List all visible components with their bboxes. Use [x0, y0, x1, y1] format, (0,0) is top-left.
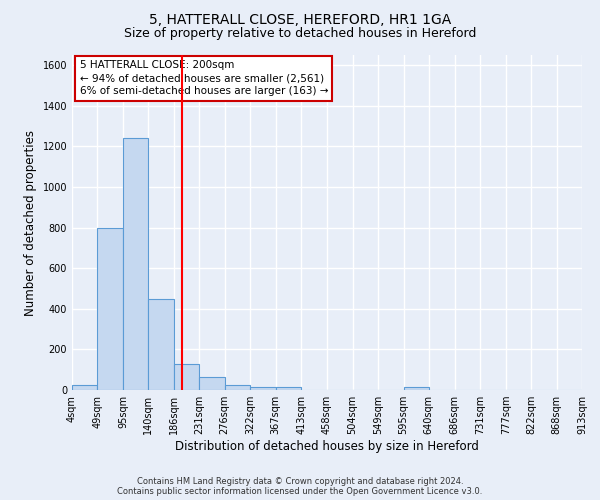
Text: Size of property relative to detached houses in Hereford: Size of property relative to detached ho…: [124, 28, 476, 40]
Bar: [174, 364, 199, 390]
Text: 5 HATTERALL CLOSE: 200sqm
← 94% of detached houses are smaller (2,561)
6% of sem: 5 HATTERALL CLOSE: 200sqm ← 94% of detac…: [80, 60, 328, 96]
Text: 5, HATTERALL CLOSE, HEREFORD, HR1 1GA: 5, HATTERALL CLOSE, HEREFORD, HR1 1GA: [149, 12, 451, 26]
Bar: [250, 387, 275, 390]
X-axis label: Distribution of detached houses by size in Hereford: Distribution of detached houses by size …: [175, 440, 479, 453]
Bar: [275, 387, 301, 390]
Bar: [148, 298, 174, 390]
Text: Contains HM Land Registry data © Crown copyright and database right 2024.
Contai: Contains HM Land Registry data © Crown c…: [118, 476, 482, 496]
Y-axis label: Number of detached properties: Number of detached properties: [24, 130, 37, 316]
Bar: [97, 228, 123, 390]
Bar: [199, 377, 224, 390]
Bar: [224, 385, 250, 390]
Bar: [123, 138, 148, 390]
Bar: [72, 385, 97, 390]
Bar: [404, 387, 429, 390]
